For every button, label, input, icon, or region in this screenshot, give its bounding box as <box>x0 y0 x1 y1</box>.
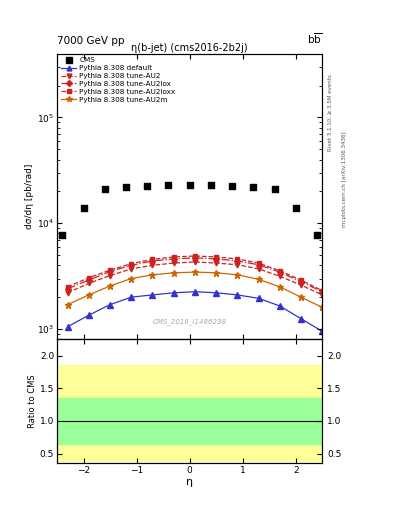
Point <box>250 183 257 191</box>
Point <box>271 185 277 193</box>
Point <box>165 181 171 189</box>
Point <box>292 204 299 212</box>
Legend: CMS, Pythia 8.308 default, Pythia 8.308 tune-AU2, Pythia 8.308 tune-AU2lox, Pyth: CMS, Pythia 8.308 default, Pythia 8.308 … <box>59 56 177 104</box>
Title: η(b-jet) (cms2016-2b2j): η(b-jet) (cms2016-2b2j) <box>131 43 248 53</box>
Point <box>101 185 108 193</box>
X-axis label: η: η <box>186 477 193 486</box>
Point <box>208 181 214 189</box>
Text: mcplots.cern.ch [arXiv:1306.3436]: mcplots.cern.ch [arXiv:1306.3436] <box>342 132 347 227</box>
Text: 7000 GeV pp: 7000 GeV pp <box>57 36 125 46</box>
Y-axis label: dσ/dη [pb/rad]: dσ/dη [pb/rad] <box>25 164 34 229</box>
Y-axis label: Ratio to CMS: Ratio to CMS <box>28 374 37 428</box>
Point <box>123 183 129 191</box>
Point <box>229 182 235 190</box>
Point <box>187 180 193 188</box>
Point <box>81 204 87 212</box>
Point <box>314 230 320 239</box>
Text: b$\overline{\rm b}$: b$\overline{\rm b}$ <box>307 31 322 46</box>
Point <box>144 182 150 190</box>
Point <box>59 230 66 239</box>
Text: Rivet 3.1.10, ≥ 3.5M events: Rivet 3.1.10, ≥ 3.5M events <box>328 74 333 151</box>
Text: CMS_2016_I1486238: CMS_2016_I1486238 <box>152 318 227 325</box>
